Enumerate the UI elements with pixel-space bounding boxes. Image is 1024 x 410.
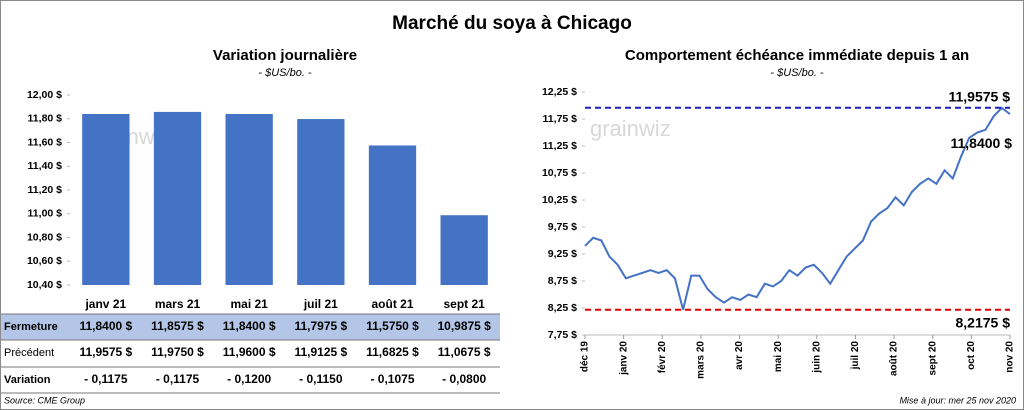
updated: Mise à jour: mer 25 nov 2020	[899, 395, 1016, 405]
y-tick-label: 11,25 $	[543, 140, 578, 152]
cell: - 0,1175	[84, 372, 128, 386]
x-tick-label: oct 20	[966, 341, 977, 370]
page-title: Marché du soya à Chicago	[392, 13, 632, 34]
y-tick-label: 10,80 $	[27, 231, 62, 243]
cell: 11,8400 $	[223, 319, 276, 333]
y-tick-label: 12,25 $	[542, 86, 577, 98]
x-tick-label: janv 20	[618, 341, 629, 376]
y-tick-label: 11,20 $	[28, 184, 63, 196]
y-tick-label: 8,25 $	[548, 302, 577, 314]
row-highlight	[1, 314, 500, 340]
cell: - 0,1075	[370, 372, 414, 386]
cell: - 0,0800	[442, 372, 486, 386]
x-tick-label: sept 21	[443, 297, 485, 311]
bar	[297, 119, 345, 285]
x-tick-label: avr 20	[734, 341, 745, 370]
y-tick-label: 11,00 $	[28, 208, 63, 220]
reference-label: 11,9575 $	[948, 88, 1010, 104]
x-tick-label: déc 19	[580, 341, 591, 373]
cell: - 0,1200	[227, 372, 271, 386]
chart-subtitle: - $US/bo. -	[258, 67, 312, 79]
x-tick-label: juil 21	[303, 297, 338, 311]
cell: 11,9750 $	[151, 345, 204, 359]
y-tick-label: 8,75 $	[548, 275, 577, 287]
y-tick-label: 10,40 $	[27, 279, 62, 291]
price-line	[584, 106, 1011, 311]
cell: 11,9125 $	[294, 345, 347, 359]
y-tick-label: 9,75 $	[548, 221, 577, 233]
y-tick-label: 7,75 $	[548, 329, 577, 341]
cell: 11,9600 $	[223, 345, 276, 359]
row-label: Fermeture	[4, 321, 58, 333]
x-tick-label: mars 21	[155, 297, 201, 311]
cell: - 0,1175	[156, 372, 200, 386]
y-tick-label: 10,25 $	[542, 194, 577, 206]
cell: 10,9875 $	[437, 319, 491, 333]
x-tick-label: sept 20	[927, 341, 938, 376]
x-tick-label: mai 20	[773, 341, 784, 373]
x-tick-label: nov 20	[1005, 341, 1016, 373]
source: Source: CME Group	[4, 395, 85, 405]
bar	[225, 114, 273, 285]
cell: 11,7975 $	[294, 319, 347, 333]
y-tick-label: 11,40 $	[28, 160, 63, 172]
y-tick-label: 10,60 $	[27, 255, 62, 267]
row-label: Précédent	[4, 347, 54, 359]
y-tick-label: 12,00 $	[27, 89, 62, 101]
x-tick-label: mai 21	[230, 297, 268, 311]
cell: 11,8575 $	[151, 319, 204, 333]
annotation: 11,8400 $	[950, 135, 1012, 151]
x-tick-label: juin 20	[811, 341, 822, 374]
y-tick-label: 11,60 $	[28, 136, 63, 148]
cell: 11,9575 $	[79, 345, 132, 359]
watermark: grainwiz	[590, 116, 671, 141]
bar	[153, 111, 202, 285]
row-label: Variation	[4, 374, 51, 386]
cell: 11,5750 $	[366, 319, 419, 333]
cell: 11,0675 $	[438, 345, 491, 359]
x-tick-label: févr 20	[657, 341, 668, 374]
y-tick-label: 11,80 $	[28, 113, 63, 125]
cell: 11,8400 $	[79, 319, 132, 333]
cell: 11,6825 $	[366, 345, 419, 359]
x-tick-label: mars 20	[696, 341, 707, 379]
x-tick-label: août 20	[889, 341, 900, 376]
chart-subtitle: - $US/bo. -	[770, 67, 824, 79]
y-tick-label: 9,25 $	[548, 248, 577, 260]
cell: - 0,1150	[299, 372, 343, 386]
x-tick-label: août 21	[371, 297, 413, 311]
bar	[82, 114, 130, 285]
x-tick-label: juil 20	[850, 341, 861, 371]
chart-title: Variation journalière	[213, 47, 357, 64]
x-tick-label: janv 21	[84, 297, 126, 311]
bar	[440, 215, 488, 285]
chart-title: Comportement échéance immédiate depuis 1…	[625, 47, 969, 64]
reference-label: 8,2175 $	[956, 314, 1011, 330]
y-tick-label: 10,75 $	[542, 167, 577, 179]
y-tick-label: 11,75 $	[543, 113, 578, 125]
bar	[368, 145, 417, 285]
